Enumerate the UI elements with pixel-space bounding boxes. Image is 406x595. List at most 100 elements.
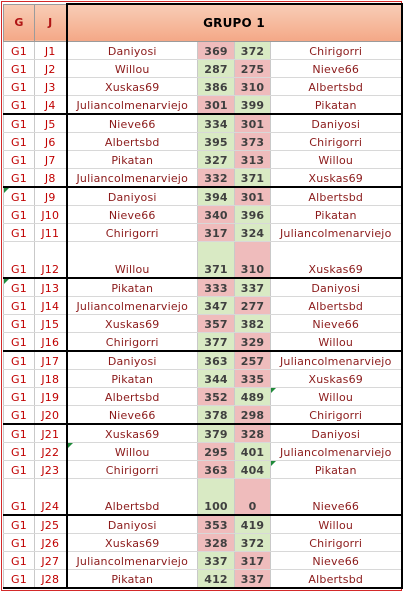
home-score-cell[interactable]: 295 — [197, 442, 235, 461]
match-cell[interactable]: J11 — [34, 223, 68, 242]
home-player-cell[interactable]: Juliancolmenarviejo — [66, 296, 198, 315]
group-cell[interactable]: G1 — [3, 241, 35, 279]
away-score-cell[interactable]: 329 — [234, 332, 271, 352]
away-score-cell[interactable]: 419 — [234, 515, 271, 534]
home-player-cell[interactable]: Willou — [66, 442, 198, 461]
away-player-cell[interactable]: Pikatan — [270, 205, 403, 224]
home-score-cell[interactable]: 412 — [197, 569, 235, 589]
home-score-cell[interactable]: 386 — [197, 77, 235, 96]
group-cell[interactable]: G1 — [3, 59, 35, 78]
home-player-cell[interactable]: Xuskas69 — [66, 533, 198, 552]
away-score-cell[interactable]: 401 — [234, 442, 271, 461]
away-player-cell[interactable]: Willou — [270, 332, 403, 352]
home-score-cell[interactable]: 317 — [197, 223, 235, 242]
home-player-cell[interactable]: Willou — [66, 241, 198, 279]
home-player-cell[interactable]: Chirigorri — [66, 332, 198, 352]
home-score-cell[interactable]: 394 — [197, 187, 235, 206]
away-player-cell[interactable]: Albertsbd — [270, 569, 403, 589]
home-player-cell[interactable]: Daniyosi — [66, 41, 198, 60]
home-player-cell[interactable]: Xuskas69 — [66, 314, 198, 333]
away-score-cell[interactable]: 396 — [234, 205, 271, 224]
away-score-cell[interactable]: 0 — [234, 478, 271, 516]
away-player-cell[interactable]: Juliancolmenarviejo — [270, 442, 403, 461]
home-score-cell[interactable]: 357 — [197, 314, 235, 333]
away-score-cell[interactable]: 372 — [234, 533, 271, 552]
group-cell[interactable]: G1 — [3, 332, 35, 352]
away-score-cell[interactable]: 324 — [234, 223, 271, 242]
home-score-cell[interactable]: 369 — [197, 41, 235, 60]
group-title[interactable]: GRUPO 1 — [65, 3, 403, 42]
group-cell[interactable]: G1 — [3, 41, 35, 60]
match-cell[interactable]: J21 — [34, 424, 68, 443]
column-header-g[interactable]: G — [3, 3, 35, 42]
away-score-cell[interactable]: 382 — [234, 314, 271, 333]
group-cell[interactable]: G1 — [3, 95, 35, 115]
group-cell[interactable]: G1 — [3, 405, 35, 425]
home-score-cell[interactable]: 353 — [197, 515, 235, 534]
home-player-cell[interactable]: Xuskas69 — [66, 77, 198, 96]
away-player-cell[interactable]: Pikatan — [270, 95, 403, 115]
away-player-cell[interactable]: Nieve66 — [270, 551, 403, 570]
home-player-cell[interactable]: Juliancolmenarviejo — [66, 551, 198, 570]
group-cell[interactable]: G1 — [3, 387, 35, 406]
match-cell[interactable]: J13 — [34, 278, 68, 297]
match-cell[interactable]: J9 — [34, 187, 68, 206]
home-player-cell[interactable]: Willou — [66, 59, 198, 78]
group-cell[interactable]: G1 — [3, 533, 35, 552]
match-cell[interactable]: J17 — [34, 351, 68, 370]
home-score-cell[interactable]: 378 — [197, 405, 235, 425]
away-score-cell[interactable]: 310 — [234, 241, 271, 279]
away-score-cell[interactable]: 371 — [234, 168, 271, 188]
away-player-cell[interactable]: Willou — [270, 387, 403, 406]
home-score-cell[interactable]: 327 — [197, 150, 235, 169]
away-player-cell[interactable]: Albertsbd — [270, 296, 403, 315]
away-player-cell[interactable]: Chirigorri — [270, 533, 403, 552]
away-score-cell[interactable]: 372 — [234, 41, 271, 60]
match-cell[interactable]: J24 — [34, 478, 68, 516]
home-player-cell[interactable]: Juliancolmenarviejo — [66, 168, 198, 188]
away-score-cell[interactable]: 489 — [234, 387, 271, 406]
match-cell[interactable]: J20 — [34, 405, 68, 425]
group-cell[interactable]: G1 — [3, 442, 35, 461]
home-player-cell[interactable]: Chirigorri — [66, 460, 198, 479]
away-player-cell[interactable]: Xuskas69 — [270, 369, 403, 388]
group-cell[interactable]: G1 — [3, 369, 35, 388]
home-score-cell[interactable]: 337 — [197, 551, 235, 570]
home-score-cell[interactable]: 371 — [197, 241, 235, 279]
away-player-cell[interactable]: Nieve66 — [270, 478, 403, 516]
away-score-cell[interactable]: 310 — [234, 77, 271, 96]
group-cell[interactable]: G1 — [3, 132, 35, 151]
match-cell[interactable]: J14 — [34, 296, 68, 315]
away-score-cell[interactable]: 317 — [234, 551, 271, 570]
home-score-cell[interactable]: 334 — [197, 114, 235, 133]
home-player-cell[interactable]: Nieve66 — [66, 405, 198, 425]
home-score-cell[interactable]: 395 — [197, 132, 235, 151]
group-cell[interactable]: G1 — [3, 77, 35, 96]
match-cell[interactable]: J4 — [34, 95, 68, 115]
match-cell[interactable]: J12 — [34, 241, 68, 279]
match-cell[interactable]: J16 — [34, 332, 68, 352]
away-player-cell[interactable]: Willou — [270, 150, 403, 169]
away-score-cell[interactable]: 337 — [234, 569, 271, 589]
home-player-cell[interactable]: Pikatan — [66, 569, 198, 589]
away-player-cell[interactable]: Albertsbd — [270, 77, 403, 96]
home-score-cell[interactable]: 328 — [197, 533, 235, 552]
home-player-cell[interactable]: Nieve66 — [66, 205, 198, 224]
home-score-cell[interactable]: 340 — [197, 205, 235, 224]
away-player-cell[interactable]: Daniyosi — [270, 424, 403, 443]
match-cell[interactable]: J1 — [34, 41, 68, 60]
group-cell[interactable]: G1 — [3, 168, 35, 188]
away-score-cell[interactable]: 275 — [234, 59, 271, 78]
away-player-cell[interactable]: Pikatan — [270, 460, 403, 479]
group-cell[interactable]: G1 — [3, 150, 35, 169]
home-score-cell[interactable]: 347 — [197, 296, 235, 315]
group-cell[interactable]: G1 — [3, 551, 35, 570]
match-cell[interactable]: J27 — [34, 551, 68, 570]
group-cell[interactable]: G1 — [3, 569, 35, 589]
group-cell[interactable]: G1 — [3, 187, 35, 206]
match-cell[interactable]: J8 — [34, 168, 68, 188]
away-score-cell[interactable]: 277 — [234, 296, 271, 315]
home-score-cell[interactable]: 287 — [197, 59, 235, 78]
home-score-cell[interactable]: 363 — [197, 351, 235, 370]
match-cell[interactable]: J23 — [34, 460, 68, 479]
